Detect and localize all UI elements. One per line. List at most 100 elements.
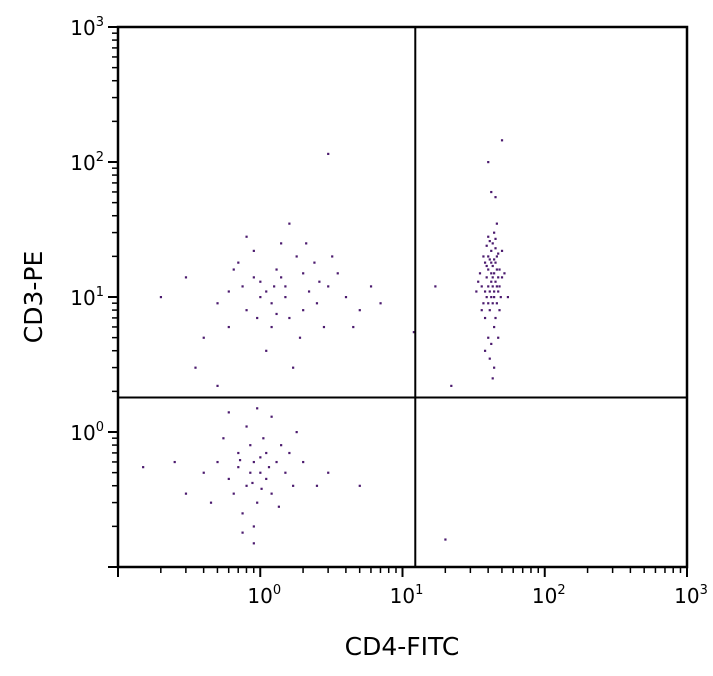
- data-point: [173, 460, 176, 464]
- data-point: [491, 285, 494, 288]
- data-point: [245, 309, 248, 312]
- data-point: [494, 316, 497, 320]
- data-point: [483, 316, 487, 320]
- data-point: [256, 407, 259, 410]
- data-point: [241, 285, 244, 288]
- data-point: [288, 451, 291, 455]
- data-point: [493, 325, 496, 329]
- data-point: [491, 276, 494, 279]
- data-point: [184, 492, 188, 495]
- data-point: [498, 268, 501, 271]
- data-point: [252, 460, 255, 464]
- data-point: [273, 285, 276, 288]
- data-point: [260, 487, 263, 490]
- data-point: [493, 366, 496, 369]
- data-point: [491, 264, 494, 268]
- data-point: [490, 342, 493, 346]
- data-point: [487, 255, 490, 258]
- x-tick-label: 102: [532, 583, 566, 608]
- data-point: [216, 384, 219, 387]
- data-point: [497, 336, 500, 339]
- data-point: [495, 302, 498, 305]
- data-point: [495, 222, 498, 225]
- data-point: [499, 296, 502, 299]
- data-point: [490, 280, 493, 283]
- data-point: [315, 484, 319, 487]
- data-point: [302, 309, 305, 312]
- data-point: [265, 451, 268, 455]
- data-point: [491, 377, 494, 380]
- data-point: [485, 244, 488, 247]
- data-point: [487, 268, 490, 271]
- data-points: [142, 139, 510, 545]
- data-point: [477, 280, 480, 283]
- data-point: [482, 302, 485, 305]
- data-point: [270, 302, 273, 305]
- data-point: [216, 302, 219, 305]
- data-point: [216, 460, 219, 464]
- data-point: [222, 437, 225, 440]
- data-point: [237, 451, 240, 455]
- data-point: [232, 268, 235, 271]
- data-point: [259, 471, 262, 474]
- data-point: [245, 235, 248, 238]
- data-point: [498, 309, 501, 312]
- data-point: [322, 325, 326, 329]
- data-point: [265, 290, 268, 293]
- data-point: [275, 268, 278, 271]
- data-point: [252, 276, 255, 279]
- data-point: [487, 302, 490, 305]
- data-point: [493, 258, 496, 261]
- data-point: [249, 444, 252, 447]
- data-point: [491, 242, 494, 245]
- data-point: [478, 272, 482, 275]
- data-point: [485, 276, 488, 279]
- data-point: [497, 276, 500, 279]
- data-point: [498, 285, 501, 288]
- data-point: [259, 280, 262, 283]
- data-point: [275, 312, 278, 316]
- x-tick-label: 100: [247, 583, 281, 608]
- data-point: [270, 415, 273, 418]
- data-point: [237, 466, 240, 469]
- data-point: [506, 296, 510, 299]
- data-point: [495, 268, 498, 271]
- data-point: [277, 505, 280, 508]
- data-point: [284, 285, 287, 288]
- data-point: [444, 538, 447, 541]
- data-point: [344, 296, 348, 299]
- data-point: [252, 542, 255, 545]
- data-point: [494, 237, 497, 240]
- data-point: [494, 196, 497, 199]
- data-point: [358, 484, 361, 487]
- data-point: [298, 336, 302, 339]
- data-point: [280, 276, 283, 279]
- data-point: [292, 366, 295, 369]
- data-point: [252, 525, 255, 528]
- data-point: [480, 309, 483, 312]
- data-point: [491, 302, 494, 305]
- data-point: [336, 272, 339, 275]
- data-point: [493, 296, 496, 299]
- plot-frame: [116, 25, 689, 569]
- data-point: [194, 366, 197, 369]
- data-point: [262, 437, 265, 440]
- y-tick-label: 102: [70, 150, 104, 175]
- data-point: [488, 357, 491, 360]
- data-point: [503, 272, 506, 275]
- data-point: [275, 460, 278, 464]
- data-point: [369, 285, 373, 288]
- data-point: [295, 431, 298, 434]
- data-point: [252, 249, 255, 252]
- data-point: [483, 290, 487, 293]
- data-point: [142, 466, 145, 469]
- data-point: [315, 302, 319, 305]
- data-point: [490, 190, 493, 194]
- data-point: [412, 331, 415, 334]
- data-point: [227, 325, 230, 329]
- data-point: [159, 296, 163, 299]
- data-point: [500, 276, 504, 279]
- data-point: [358, 309, 361, 312]
- x-axis-title: CD4-FITC: [345, 632, 460, 661]
- x-tick-label: 103: [674, 583, 708, 608]
